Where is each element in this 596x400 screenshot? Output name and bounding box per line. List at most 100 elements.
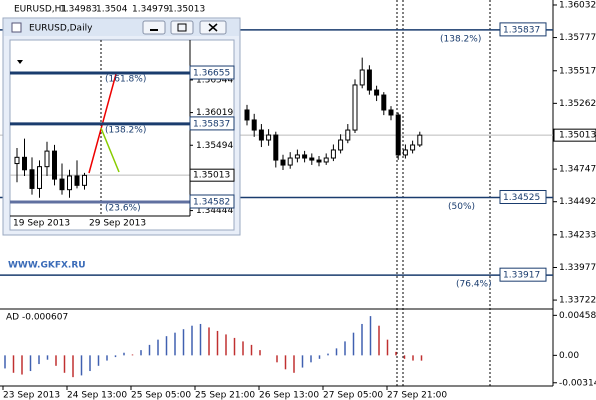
y-tick-label: 1.34747 bbox=[559, 165, 596, 175]
y-tick-label: 1.36019 bbox=[196, 108, 233, 118]
y-tick-label: 1.33722 bbox=[559, 296, 596, 306]
candle-body bbox=[14, 156, 20, 165]
level-box bbox=[189, 65, 235, 80]
level-box bbox=[499, 267, 547, 282]
candle-body bbox=[244, 109, 250, 121]
candle-body bbox=[302, 154, 308, 159]
candle-body bbox=[417, 134, 423, 146]
candle-body bbox=[59, 178, 65, 191]
level-value: 1.35837 bbox=[503, 25, 540, 35]
x-tick-label: 27 Sep 21:00 bbox=[387, 391, 447, 400]
minimize-button[interactable] bbox=[142, 20, 166, 35]
y-tick-label: 0.004588 bbox=[559, 311, 596, 321]
level-label: (138.2%) bbox=[105, 125, 146, 135]
level-box bbox=[189, 194, 235, 209]
candle-body bbox=[258, 129, 264, 141]
candle-body bbox=[309, 157, 315, 161]
level-label: (76.4%) bbox=[456, 280, 492, 290]
y-tick-label: 1.34233 bbox=[559, 230, 596, 240]
current-price-box bbox=[553, 128, 596, 142]
level-box bbox=[189, 116, 235, 131]
y-tick-label: 1.36032 bbox=[559, 0, 596, 10]
level-value: 1.34582 bbox=[193, 197, 230, 207]
y-tick-label: 1.35517 bbox=[559, 66, 596, 76]
current-price-box bbox=[189, 168, 235, 182]
y-tick-label: 1.34444 bbox=[196, 206, 233, 216]
indicator-value: -0.000607 bbox=[22, 313, 68, 323]
candle-body bbox=[359, 69, 365, 86]
daily-window[interactable]: EURUSD,Daily 1.36544 1.36019 1.35494 1.3444… bbox=[2, 17, 241, 236]
level-label: (161.8%) bbox=[105, 75, 146, 85]
current-price-label: 1.35013 bbox=[193, 171, 230, 181]
x-tick-label: 27 Sep 05:00 bbox=[323, 391, 383, 400]
x-tick-label: 24 Sep 13:00 bbox=[67, 391, 127, 400]
level-value: 1.33917 bbox=[503, 271, 540, 281]
x-tick-label: 29 Sep 2013 bbox=[89, 219, 146, 229]
y-tick-label: 1.36544 bbox=[196, 75, 233, 85]
candle-body bbox=[338, 139, 344, 151]
maximize-icon bbox=[177, 23, 187, 32]
x-tick-label: 25 Sep 21:00 bbox=[195, 391, 255, 400]
ohlc-low: 1.34979 bbox=[132, 5, 169, 15]
indicator-name: AD bbox=[6, 313, 19, 323]
candle-body bbox=[381, 94, 387, 111]
candle-body bbox=[37, 166, 42, 189]
candle-body bbox=[67, 175, 72, 191]
y-tick-label: 1.35777 bbox=[559, 33, 596, 43]
close-icon bbox=[208, 23, 218, 32]
candle-body bbox=[294, 154, 300, 159]
y-tick-label: 1.35262 bbox=[559, 99, 596, 109]
level-label: (23.6%) bbox=[105, 203, 141, 213]
chart-symbol: EURUSD,H1 bbox=[14, 5, 67, 15]
x-tick-label: 26 Sep 13:00 bbox=[259, 391, 319, 400]
candle-body bbox=[316, 159, 322, 163]
level-box bbox=[499, 189, 547, 204]
window-title: EURUSD,Daily bbox=[29, 24, 93, 34]
ohlc-close: 1.35013 bbox=[168, 5, 205, 15]
candle-body bbox=[82, 174, 87, 186]
level-box bbox=[499, 22, 547, 37]
y-tick-label: 1.33977 bbox=[559, 263, 596, 273]
window-icon bbox=[11, 22, 22, 33]
candle-body bbox=[395, 114, 401, 156]
candle-body bbox=[29, 169, 35, 189]
candle-body bbox=[273, 134, 279, 161]
level-label: (50%) bbox=[448, 202, 475, 212]
candle-body bbox=[251, 119, 257, 131]
ohlc-open: 1.34983 bbox=[60, 5, 97, 15]
candle-body bbox=[374, 89, 380, 96]
candle-body bbox=[266, 134, 272, 141]
x-tick-label: 23 Sep 2013 bbox=[3, 391, 60, 400]
x-tick-label: 25 Sep 05:00 bbox=[131, 391, 191, 400]
level-value: 1.34525 bbox=[503, 193, 540, 203]
candle-body bbox=[366, 69, 372, 91]
level-label: (138.2%) bbox=[440, 34, 481, 44]
candle-body bbox=[388, 109, 394, 116]
level-value: 1.35837 bbox=[193, 119, 230, 129]
candle-body bbox=[22, 156, 27, 171]
level-value: 1.36655 bbox=[193, 69, 230, 79]
candle-body bbox=[287, 157, 293, 166]
candle-body bbox=[410, 144, 416, 151]
inset-marker bbox=[17, 60, 23, 64]
candle-body bbox=[52, 150, 57, 180]
maximize-button[interactable] bbox=[170, 20, 194, 35]
x-tick-label: 19 Sep 2013 bbox=[13, 219, 70, 229]
candle-body bbox=[323, 157, 329, 163]
y-tick-label: 0.00 bbox=[559, 351, 579, 361]
y-tick-label: -0.003144 bbox=[559, 378, 596, 388]
candle-body bbox=[402, 149, 408, 156]
ohlc-high: 1.3504 bbox=[96, 5, 128, 15]
candle-body bbox=[44, 150, 50, 168]
candle-body bbox=[330, 149, 336, 159]
fibo-line bbox=[100, 127, 120, 173]
watermark: WWW.GKFX.RU bbox=[8, 261, 86, 271]
candle-body bbox=[345, 129, 351, 141]
candle-body bbox=[280, 159, 286, 166]
candle-body bbox=[352, 84, 358, 131]
y-tick-label: 1.35494 bbox=[196, 141, 233, 151]
candle-body bbox=[74, 175, 80, 186]
current-price-label: 1.35013 bbox=[559, 131, 596, 141]
